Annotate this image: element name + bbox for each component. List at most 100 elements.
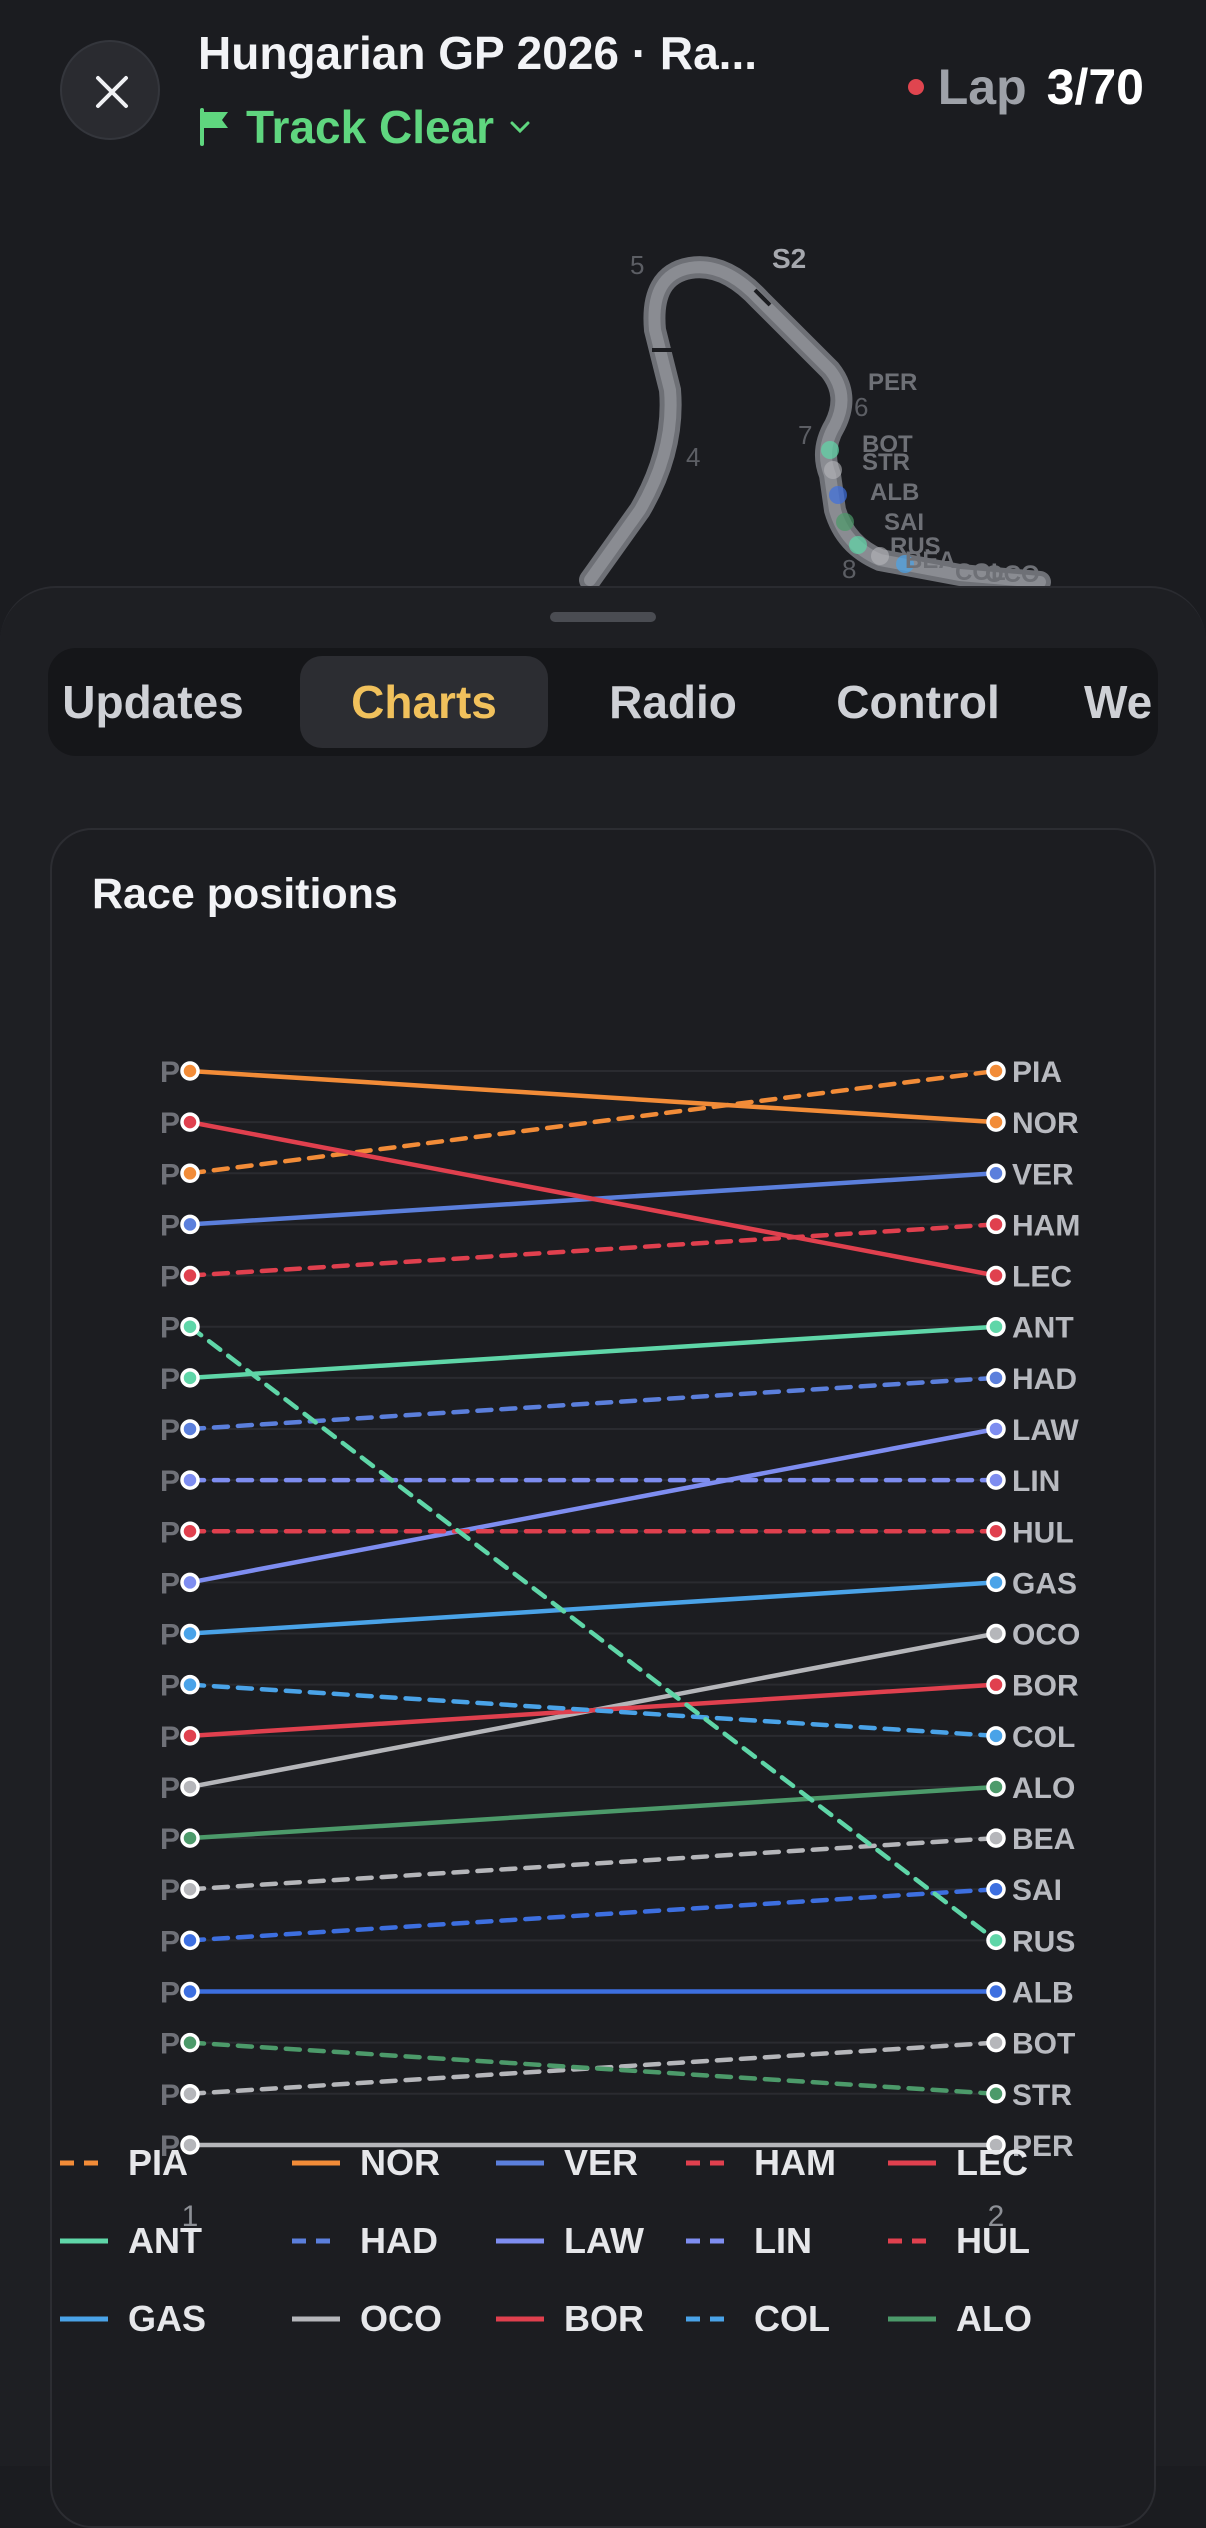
data-point: [180, 1981, 200, 2002]
data-point: [180, 1623, 200, 1644]
driver-tag: COL: [955, 559, 1006, 586]
series-end-label: SAI: [1012, 1874, 1062, 1907]
legend-item[interactable]: LIN: [684, 2220, 812, 2262]
legend-swatch: [60, 2160, 108, 2166]
legend-item[interactable]: NOR: [290, 2142, 440, 2184]
series-end-label: PER: [1012, 2130, 1074, 2163]
tab-charts[interactable]: Charts: [300, 656, 548, 748]
car-marker: [836, 513, 854, 531]
y-tick-label: P15: [160, 1772, 213, 1805]
chart-card: Race positions P1P2P3P4P5P6P7P8P9P10P11P…: [50, 828, 1156, 2528]
series-line: [187, 1375, 999, 1432]
series-end-label: BOR: [1012, 1670, 1079, 1703]
series-end-label: LEC: [1012, 1261, 1072, 1294]
data-point: [986, 1930, 1006, 1951]
legend-swatch: [292, 2160, 340, 2166]
drag-handle[interactable]: [550, 612, 656, 622]
data-point: [986, 1674, 1006, 1695]
series-end-label: ALB: [1012, 1977, 1074, 2010]
legend-item[interactable]: GAS: [58, 2298, 206, 2340]
series-end-label: PIA: [1012, 1056, 1062, 1089]
data-point: [180, 1419, 200, 1439]
track-surface: [584, 261, 1046, 588]
series-end-label: STR: [1012, 2079, 1072, 2112]
tab-radio[interactable]: Radio: [609, 676, 737, 728]
legend-label: COL: [754, 2298, 830, 2339]
legend-swatch: [496, 2238, 544, 2244]
tab-updates[interactable]: Updates: [62, 676, 244, 728]
track-map[interactable]: S2 5 4 6 7 8 PER BOT STR ALB SAI RUS BEA…: [0, 150, 1206, 593]
sector-label: S2: [772, 243, 806, 274]
lap-label: Lap: [937, 59, 1027, 115]
y-tick-label: P8: [160, 1414, 197, 1447]
legend-label: HAM: [754, 2142, 836, 2183]
y-tick-label: P9: [160, 1465, 197, 1498]
legend-item[interactable]: HAM: [684, 2142, 836, 2184]
driver-tag: STR: [862, 449, 910, 476]
legend-label: NOR: [360, 2142, 440, 2183]
series-line: [187, 1324, 999, 1381]
legend-swatch: [292, 2316, 340, 2322]
tab-weather[interactable]: We: [1084, 676, 1153, 728]
data-point: [986, 1470, 1006, 1490]
x-tick-label: 1: [182, 2200, 199, 2233]
legend-item[interactable]: OCO: [290, 2298, 442, 2340]
data-point: [180, 1470, 200, 1490]
legend-swatch: [686, 2160, 734, 2166]
legend-label: GAS: [128, 2298, 207, 2339]
series-line: [187, 1682, 999, 1739]
legend-item[interactable]: HUL: [886, 2220, 1030, 2262]
y-tick-label: P21: [160, 2079, 213, 2112]
legend-item[interactable]: COL: [684, 2298, 830, 2340]
legend-label: LEC: [956, 2142, 1028, 2183]
y-tick-label: P14: [160, 1721, 214, 1754]
y-tick-label: P16: [160, 1823, 213, 1856]
page-title: Hungarian GP 2026 · Ra...: [198, 27, 758, 79]
chart-title: Race positions: [92, 870, 398, 918]
series-end-label: ALO: [1012, 1772, 1075, 1805]
data-point: [986, 1981, 1006, 2002]
data-point: [986, 1879, 1006, 1899]
legend-label: HAD: [360, 2220, 438, 2261]
data-point: [180, 1828, 200, 1848]
legend-item[interactable]: VER: [494, 2142, 638, 2184]
y-tick-label: P18: [160, 1925, 213, 1958]
track-status-dropdown[interactable]: Track Clear: [198, 100, 532, 154]
series-line: [187, 1580, 999, 1636]
legend-swatch: [686, 2238, 734, 2244]
legend-label: OCO: [360, 2298, 443, 2339]
data-point: [986, 1112, 1006, 1132]
x-tick-label: 2: [988, 2200, 1005, 2233]
track-status-label: Track Clear: [246, 101, 495, 153]
legend-item[interactable]: LEC: [886, 2142, 1028, 2184]
tab-control[interactable]: Control: [836, 676, 1000, 728]
series-line: [187, 1682, 999, 1739]
car-marker: [871, 547, 889, 565]
legend-item[interactable]: LAW: [494, 2220, 644, 2262]
data-point: [986, 1623, 1006, 1644]
data-point: [180, 1930, 200, 1951]
data-point: [986, 1419, 1006, 1439]
legend-swatch: [60, 2238, 108, 2244]
data-point: [180, 1879, 200, 1899]
legend-item[interactable]: ALO: [886, 2298, 1032, 2340]
series-line: [187, 1426, 999, 1585]
driver-tag: BOT: [862, 431, 913, 458]
y-tick-label: P20: [160, 2028, 213, 2061]
turn-label: 5: [630, 250, 644, 280]
car-marker: [821, 441, 839, 459]
close-button[interactable]: [60, 40, 160, 140]
car-marker: [824, 461, 842, 479]
legend-item[interactable]: ANT: [58, 2220, 202, 2262]
data-point: [180, 1777, 200, 1797]
legend-item[interactable]: BOR: [494, 2298, 644, 2340]
legend-item[interactable]: HAD: [290, 2220, 438, 2262]
series-end-label: COL: [1012, 1721, 1075, 1754]
y-tick-label: P6: [160, 1312, 197, 1345]
legend-swatch: [292, 2238, 340, 2244]
lap-counter: Lap 3/70: [907, 58, 1144, 116]
data-point: [180, 1316, 200, 1337]
legend-item[interactable]: PIA: [58, 2142, 188, 2184]
series-end-label: RUS: [1012, 1925, 1075, 1958]
legend-label: PIA: [128, 2142, 189, 2183]
